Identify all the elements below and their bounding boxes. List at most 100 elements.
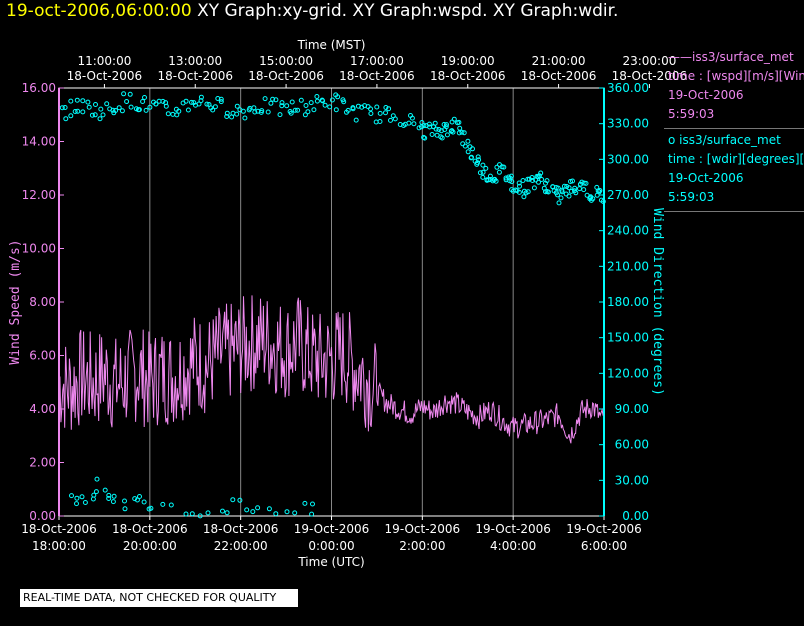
- wdir-point: [68, 98, 74, 104]
- wdir-point: [559, 189, 565, 195]
- wdir-point: [392, 116, 398, 122]
- wdir-point: [74, 97, 80, 103]
- wdir-point: [311, 107, 317, 113]
- wdir-point: [303, 103, 309, 108]
- wdir-point: [298, 97, 304, 103]
- right-tick-label: 360.00: [607, 81, 649, 95]
- wdir-point: [174, 112, 180, 118]
- legend-var: time : [wdir][degrees][W: [668, 152, 804, 166]
- wdir-point: [406, 120, 412, 126]
- wdir-point: [134, 497, 140, 503]
- wdir-point: [310, 501, 315, 507]
- wdir-point: [377, 119, 383, 124]
- wdir-point: [545, 189, 551, 195]
- wdir-point: [590, 196, 596, 202]
- wdir-point: [97, 116, 103, 122]
- wdir-point: [116, 105, 122, 111]
- wdir-point: [431, 124, 436, 130]
- wdir-point: [368, 111, 374, 116]
- bottom-tick-label: 2:00:00: [399, 539, 445, 553]
- wdir-point: [579, 179, 585, 185]
- wdir-point: [176, 108, 182, 114]
- wdir-point: [501, 164, 507, 170]
- wdir-point: [98, 106, 104, 112]
- legend-marker: o: [668, 133, 676, 147]
- wdir-point: [350, 105, 356, 111]
- wdir-point: [259, 108, 265, 114]
- wdir-point: [262, 96, 268, 102]
- wdir-point: [558, 195, 564, 201]
- wdir-point: [490, 178, 496, 184]
- bottom-tick-label: 19-Oct-2006: [566, 522, 642, 536]
- legend-date: 19-Oct-2006: [668, 88, 744, 102]
- wdir-point: [59, 105, 65, 111]
- wdir-point: [543, 180, 548, 186]
- wdir-point: [234, 111, 240, 117]
- wdir-point: [189, 511, 195, 517]
- page-title: 19-oct-2006,06:00:00 XY Graph:xy-grid. X…: [6, 1, 618, 21]
- wdir-point: [185, 107, 191, 113]
- wdir-point: [308, 100, 314, 106]
- wdir-point: [374, 104, 380, 110]
- wdir-point: [496, 169, 502, 175]
- wdir-point: [224, 110, 230, 116]
- wdir-point: [72, 109, 78, 114]
- wdir-point: [122, 506, 128, 512]
- wdir-point: [273, 97, 279, 103]
- top-axis-label: Time (MST): [297, 38, 366, 52]
- legend-var: time : [wspd][m/s][Wind: [668, 69, 804, 83]
- bottom-tick-label: 20:00:00: [123, 539, 177, 553]
- wdir-point: [91, 492, 97, 498]
- wdir-point: [421, 123, 427, 129]
- wdir-point: [250, 509, 256, 515]
- wdir-point: [93, 102, 98, 107]
- wdir-point: [566, 185, 572, 191]
- bottom-tick-label: 18-Oct-2006: [21, 522, 97, 536]
- wdir-point: [457, 125, 463, 131]
- wdir-point: [69, 493, 74, 499]
- wdir-point: [266, 506, 272, 512]
- wdir-point: [459, 129, 465, 135]
- wdir-point: [353, 117, 359, 123]
- wdir-point: [198, 98, 204, 104]
- wdir-point: [597, 188, 603, 193]
- left-tick-label: 14.00: [22, 135, 56, 149]
- wdir-point: [460, 141, 466, 147]
- wdir-point: [513, 187, 518, 193]
- wdir-point: [470, 146, 475, 152]
- wdir-point: [521, 194, 527, 200]
- wdir-point: [80, 109, 86, 115]
- timestamp: 19-oct-2006,06:00:00: [6, 1, 192, 21]
- bottom-tick-label: 4:00:00: [490, 539, 536, 553]
- wdir-point: [111, 493, 117, 499]
- wdir-point: [480, 169, 486, 175]
- wdir-point: [368, 106, 373, 112]
- wdir-point: [265, 109, 271, 115]
- wdir-point: [218, 96, 224, 102]
- wdir-point: [89, 112, 95, 118]
- wdir-point: [561, 183, 567, 189]
- wdir-point: [536, 179, 541, 185]
- left-tick-label: 8.00: [29, 295, 56, 309]
- wdir-point: [581, 187, 587, 193]
- wdir-point: [341, 99, 347, 105]
- top-tick-label: 18-Oct-2006: [157, 69, 233, 83]
- wdir-point: [252, 109, 258, 115]
- wdir-point: [237, 497, 243, 503]
- top-tick-label: 18-Oct-2006: [612, 69, 688, 83]
- legend-entry-wspd: ——iss3/surface_met time : [wspd][m/s][Wi…: [664, 46, 804, 129]
- wdir-point: [335, 94, 341, 100]
- wdir-point: [477, 170, 483, 176]
- legend-marker: ——: [668, 50, 692, 64]
- right-tick-label: 300.00: [607, 152, 649, 166]
- wdir-point: [74, 495, 80, 501]
- legend-name: iss3/surface_met: [679, 133, 781, 147]
- right-axis-label: Wind Direction (degrees): [650, 208, 665, 396]
- wdir-point: [270, 96, 276, 102]
- wdir-point: [539, 177, 545, 182]
- wdir-point: [456, 119, 462, 125]
- wdir-point: [279, 100, 285, 106]
- wdir-point: [242, 115, 248, 121]
- wdir-point: [555, 185, 561, 191]
- wdir-point: [444, 132, 450, 138]
